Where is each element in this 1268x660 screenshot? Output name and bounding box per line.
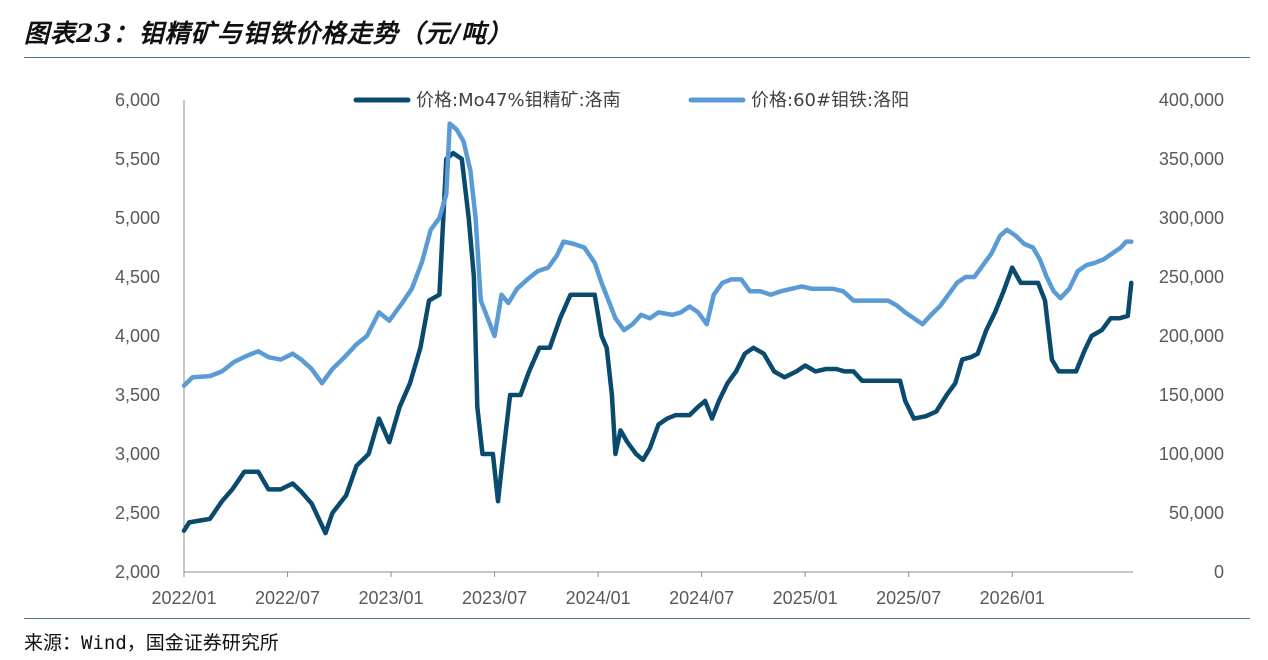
x-tick-label: 2025/07 bbox=[876, 588, 941, 608]
y-right-tick-label: 150,000 bbox=[1159, 385, 1224, 405]
x-tick-label: 2023/01 bbox=[359, 588, 424, 608]
y-right-tick-label: 350,000 bbox=[1159, 149, 1224, 169]
y-left-tick-label: 4,500 bbox=[115, 267, 160, 287]
y-left-tick-label: 2,000 bbox=[115, 562, 160, 582]
source-note: 来源：Wind，国金证券研究所 bbox=[24, 632, 279, 654]
legend-label-1: 价格:Mo47%钼精矿:洛南 bbox=[416, 90, 621, 111]
y-left-tick-label: 4,000 bbox=[115, 326, 160, 346]
y-left-tick-label: 5,500 bbox=[115, 149, 160, 169]
y-right-tick-label: 50,000 bbox=[1169, 503, 1224, 523]
y-right-tick-label: 100,000 bbox=[1159, 444, 1224, 464]
y-left-tick-label: 5,000 bbox=[115, 208, 160, 228]
x-tick-label: 2022/07 bbox=[255, 588, 320, 608]
legend-label-2: 价格:60#钼铁:洛阳 bbox=[751, 90, 909, 111]
y-left-tick-label: 3,000 bbox=[115, 444, 160, 464]
series-line-2 bbox=[181, 121, 1134, 388]
chart-axes: 6,000 5,500 5,000 4,500 4,000 3,500 3,000 2,500… bbox=[115, 90, 1224, 608]
x-tick-label: 2023/07 bbox=[462, 588, 527, 608]
y-left-tick-label: 3,500 bbox=[115, 385, 160, 405]
x-tick-label: 2025/01 bbox=[773, 588, 838, 608]
page-title: 图表23：钼精矿与钼铁价格走势（元/吨） bbox=[24, 19, 513, 48]
source-divider bbox=[24, 618, 1250, 619]
y-right-tick-label: 250,000 bbox=[1159, 267, 1224, 287]
x-tick-label: 2026/01 bbox=[980, 588, 1045, 608]
series-line-1 bbox=[181, 150, 1134, 536]
y-right-tick-label: 200,000 bbox=[1159, 326, 1224, 346]
title-divider bbox=[24, 57, 1250, 58]
y-left-tick-label: 2,500 bbox=[115, 503, 160, 523]
y-right-tick-label: 400,000 bbox=[1159, 90, 1224, 110]
chart-lines bbox=[181, 121, 1134, 536]
x-tick-label: 2022/01 bbox=[151, 588, 216, 608]
y-right-tick-label: 300,000 bbox=[1159, 208, 1224, 228]
y-right-tick-label: 0 bbox=[1214, 562, 1224, 582]
x-tick-label: 2024/07 bbox=[669, 588, 734, 608]
chart-legend: 价格:Mo47%钼精矿:洛南 价格:60#钼铁:洛阳 bbox=[353, 90, 909, 111]
y-left-tick-label: 6,000 bbox=[115, 90, 160, 110]
x-tick-label: 2024/01 bbox=[566, 588, 631, 608]
